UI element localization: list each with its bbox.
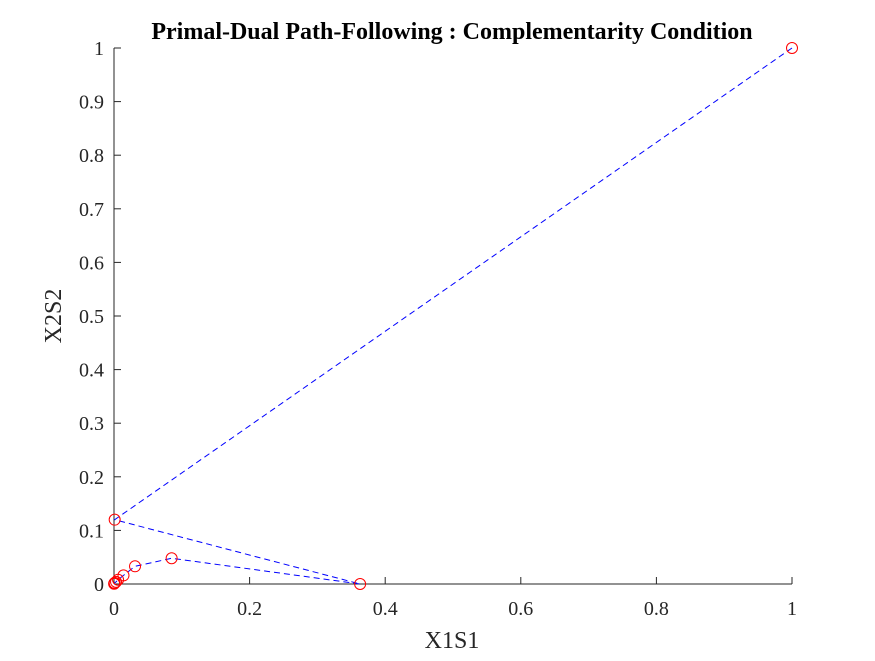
data-point — [112, 573, 125, 586]
x-tick-label: 0.4 — [373, 598, 398, 620]
plot-series — [108, 42, 798, 590]
x-tick-label: 0.8 — [644, 598, 669, 620]
y-tick-label: 0.9 — [79, 92, 104, 114]
series-line — [113, 47, 793, 585]
data-point — [786, 42, 798, 54]
y-tick-label: 1 — [94, 38, 104, 60]
x-ticks: 0 0.2 0.4 0.6 0.8 1 — [109, 577, 797, 620]
y-tick-label: 0.6 — [79, 252, 104, 274]
chart-title: Primal-Dual Path-Following : Complementa… — [151, 19, 752, 45]
x-tick-label: 1 — [787, 598, 797, 620]
x-axis-label: X1S1 — [425, 628, 480, 654]
data-point — [165, 552, 178, 565]
y-ticks: 0 0.1 0.2 0.3 0.4 0.5 0.6 0.7 0.8 0.9 1 — [79, 38, 121, 596]
y-tick-label: 0.3 — [79, 413, 104, 435]
axes — [113, 48, 792, 585]
data-point — [108, 577, 121, 590]
data-point — [129, 560, 142, 573]
data-point — [108, 513, 121, 526]
y-tick-label: 0.5 — [79, 306, 104, 328]
data-point — [354, 578, 367, 590]
y-axis-label: X2S2 — [41, 289, 67, 344]
y-tick-label: 0.7 — [79, 199, 104, 221]
y-tick-label: 0.4 — [79, 360, 104, 382]
y-tick-label: 0.1 — [79, 520, 104, 542]
y-tick-label: 0.2 — [79, 467, 104, 489]
y-tick-label: 0.8 — [79, 145, 104, 167]
x-tick-label: 0 — [109, 598, 119, 620]
x-tick-label: 0.6 — [508, 598, 533, 620]
data-point — [110, 575, 123, 588]
y-tick-label: 0 — [94, 574, 104, 596]
x-tick-label: 0.2 — [237, 598, 262, 620]
